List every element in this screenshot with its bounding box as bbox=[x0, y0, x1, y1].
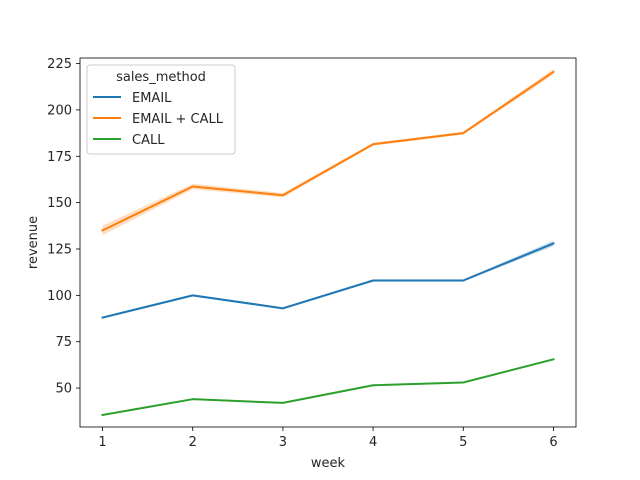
series-line bbox=[101, 70, 555, 232]
x-tick-label: 1 bbox=[98, 435, 106, 450]
y-tick-label: 200 bbox=[47, 103, 72, 118]
legend-box bbox=[86, 64, 236, 155]
series-line bbox=[101, 358, 555, 417]
y-tick-label: 175 bbox=[47, 150, 72, 165]
x-tick-label: 2 bbox=[189, 435, 197, 450]
y-axis-ticks: 50 75 100 125 150 175 200 225 bbox=[47, 57, 80, 397]
legend: sales_method EMAIL EMAIL + CALL CALL bbox=[86, 64, 236, 155]
y-tick-label: 150 bbox=[47, 196, 72, 211]
y-tick-label: 100 bbox=[47, 289, 72, 304]
x-tick-label: 5 bbox=[459, 435, 467, 450]
y-tick-label: 50 bbox=[55, 382, 72, 397]
y-tick-label: 75 bbox=[55, 335, 72, 350]
series-line bbox=[101, 242, 555, 319]
plot-frame bbox=[79, 57, 577, 428]
legend-items: EMAIL EMAIL + CALL CALL bbox=[93, 91, 224, 148]
x-axis-label: week bbox=[311, 456, 346, 471]
series-lines bbox=[101, 70, 555, 417]
y-axis-label: revenue bbox=[26, 216, 41, 269]
legend-label: EMAIL bbox=[132, 91, 172, 106]
y-tick-label: 125 bbox=[47, 242, 72, 257]
legend-label: EMAIL + CALL bbox=[132, 112, 224, 127]
legend-label: CALL bbox=[132, 133, 165, 148]
legend-title: sales_method bbox=[116, 70, 206, 85]
x-tick-label: 4 bbox=[369, 435, 377, 450]
x-tick-label: 3 bbox=[279, 435, 287, 450]
y-tick-label: 225 bbox=[47, 57, 72, 72]
x-tick-label: 6 bbox=[549, 435, 557, 450]
x-axis-ticks: 1 2 3 4 5 6 bbox=[98, 427, 558, 450]
